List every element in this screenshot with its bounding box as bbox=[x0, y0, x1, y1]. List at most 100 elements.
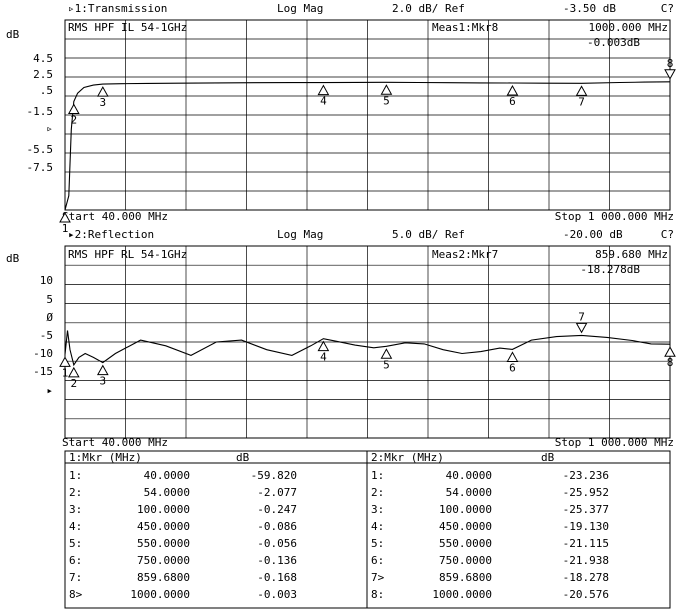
marker-row-number: 2: bbox=[69, 486, 82, 499]
marker-label: 4 bbox=[320, 351, 327, 364]
channel-corner: C? bbox=[661, 228, 674, 241]
y-tick-label: -15 bbox=[33, 365, 53, 378]
marker-row-frequency: 750.0000 bbox=[439, 554, 492, 567]
marker-row-frequency: 100.0000 bbox=[137, 503, 190, 516]
marker-readout-frequency: 859.680 MHz bbox=[595, 248, 668, 261]
marker-readout-value: -18.278dB bbox=[580, 263, 640, 276]
marker-row-number: 5: bbox=[69, 537, 82, 550]
marker-row-value: -59.820 bbox=[251, 469, 297, 482]
marker-row-frequency: 550.0000 bbox=[137, 537, 190, 550]
marker-row-number: 5: bbox=[371, 537, 384, 550]
marker-readout-label: Meas1:Mkr8 bbox=[432, 21, 498, 34]
format-label: Log Mag bbox=[277, 228, 323, 241]
y-tick-label: -7.5 bbox=[27, 161, 54, 174]
marker-triangle bbox=[380, 348, 393, 359]
scale-label: 2.0 dB/ Ref bbox=[392, 2, 465, 15]
marker-row-value: -18.278 bbox=[563, 571, 609, 584]
y-tick-label: 2.5 bbox=[33, 68, 53, 81]
marker-label: 2 bbox=[71, 377, 78, 390]
scale-label: 5.0 dB/ Ref bbox=[392, 228, 465, 241]
marker-triangle bbox=[317, 340, 330, 352]
format-label: Log Mag bbox=[277, 2, 323, 15]
y-tick-label: 4.5 bbox=[33, 52, 53, 65]
marker-row-frequency: 450.0000 bbox=[137, 520, 190, 533]
marker-label: 7 bbox=[578, 310, 585, 323]
marker-row-value: -2.077 bbox=[257, 486, 297, 499]
marker-row-value: -21.938 bbox=[563, 554, 609, 567]
marker-row-number: 6: bbox=[69, 554, 82, 567]
marker-row-value: -0.056 bbox=[257, 537, 297, 550]
marker-row-number: 8: bbox=[371, 588, 384, 601]
trace-title: RMS HPF RL 54-1GHz bbox=[68, 248, 187, 261]
marker-row-number: 4: bbox=[69, 520, 82, 533]
marker-table-unit: dB bbox=[236, 451, 250, 464]
marker-row-value: -20.576 bbox=[563, 588, 609, 601]
start-frequency: Start 40.000 MHz bbox=[62, 210, 168, 223]
trace-line bbox=[64, 81, 671, 211]
y-tick-label: -5.5 bbox=[27, 143, 54, 156]
marker-triangle bbox=[664, 69, 676, 80]
marker-triangle bbox=[506, 85, 519, 96]
marker-row-frequency: 40.0000 bbox=[144, 469, 190, 482]
marker-row-value: -19.130 bbox=[563, 520, 609, 533]
marker-label: 6 bbox=[509, 95, 516, 108]
marker-triangle bbox=[96, 86, 109, 97]
marker-row-frequency: 54.0000 bbox=[144, 486, 190, 499]
marker-row-value: -0.136 bbox=[257, 554, 297, 567]
marker-label: 8 bbox=[667, 356, 674, 369]
chart-panel-1: ▹1:Transmission Log Mag 2.0 dB/ Ref -3.50 d… bbox=[6, 2, 676, 235]
marker-row-value: -0.086 bbox=[257, 520, 297, 533]
marker-label: 6 bbox=[509, 361, 516, 374]
marker-triangle bbox=[506, 351, 519, 362]
marker-row-number: 4: bbox=[371, 520, 384, 533]
marker-row-value: -25.377 bbox=[563, 503, 609, 516]
marker-triangle bbox=[67, 103, 80, 114]
marker-row-value: -0.247 bbox=[257, 503, 297, 516]
marker-row-value: -23.236 bbox=[563, 469, 609, 482]
marker-readout-value: -0.003dB bbox=[587, 36, 640, 49]
marker-row-frequency: 859.6800 bbox=[439, 571, 492, 584]
marker-label: 5 bbox=[383, 358, 390, 371]
marker-label: 5 bbox=[383, 94, 390, 107]
y-tick-label: -1.5 bbox=[27, 105, 54, 118]
reference-value: -20.00 dB bbox=[563, 228, 623, 241]
plot-frame bbox=[64, 19, 671, 211]
marker-row-number: 1: bbox=[69, 469, 82, 482]
y-tick-label: -10 bbox=[33, 347, 53, 360]
marker-row-frequency: 450.0000 bbox=[439, 520, 492, 533]
marker-table-header: 2:Mkr (MHz) bbox=[371, 451, 444, 464]
marker-row-number: 8> bbox=[69, 588, 83, 601]
marker-table: 1:Mkr (MHz) dB 1: 40.0000 -59.820 2: 54.0000 -2… bbox=[64, 450, 671, 609]
marker-label: 8 bbox=[667, 57, 674, 70]
marker-row-number: 7: bbox=[69, 571, 82, 584]
marker-triangle bbox=[67, 366, 80, 378]
marker-row-frequency: 859.6800 bbox=[137, 571, 190, 584]
marker-row-number: 3: bbox=[371, 503, 384, 516]
trace-title: RMS HPF IL 54-1GHz bbox=[68, 21, 187, 34]
marker-triangle bbox=[59, 211, 71, 223]
stop-frequency: Stop 1 000.000 MHz bbox=[555, 210, 674, 223]
marker-row-frequency: 54.0000 bbox=[446, 486, 492, 499]
reference-value: -3.50 dB bbox=[563, 2, 616, 15]
marker-row-frequency: 1000.0000 bbox=[130, 588, 190, 601]
stop-frequency: Stop 1 000.000 MHz bbox=[555, 436, 674, 449]
marker-row-number: 7> bbox=[371, 571, 385, 584]
y-tick-label: Ø bbox=[46, 311, 53, 324]
y-tick-label: 10 bbox=[40, 274, 53, 287]
marker-triangle bbox=[380, 84, 393, 95]
channel-header: ▹1:Transmission bbox=[68, 2, 167, 15]
marker-label: 1 bbox=[62, 222, 69, 235]
marker-row-value: -0.168 bbox=[257, 571, 297, 584]
channel-corner: C? bbox=[661, 2, 674, 15]
channel-header: ▸2:Reflection bbox=[68, 228, 154, 241]
marker-row-number: 3: bbox=[69, 503, 82, 516]
marker-label: 4 bbox=[320, 95, 327, 108]
y-tick-label: 5 bbox=[46, 293, 53, 306]
marker-label: 3 bbox=[100, 375, 107, 388]
y-tick-label: ▸ bbox=[46, 384, 53, 397]
marker-row-number: 2: bbox=[371, 486, 384, 499]
chart-panel-2: ▸2:Reflection Log Mag 5.0 dB/ Ref -20.00 dB… bbox=[6, 228, 676, 449]
marker-triangle bbox=[575, 85, 588, 96]
marker-row-frequency: 750.0000 bbox=[137, 554, 190, 567]
marker-label: 2 bbox=[71, 113, 78, 126]
